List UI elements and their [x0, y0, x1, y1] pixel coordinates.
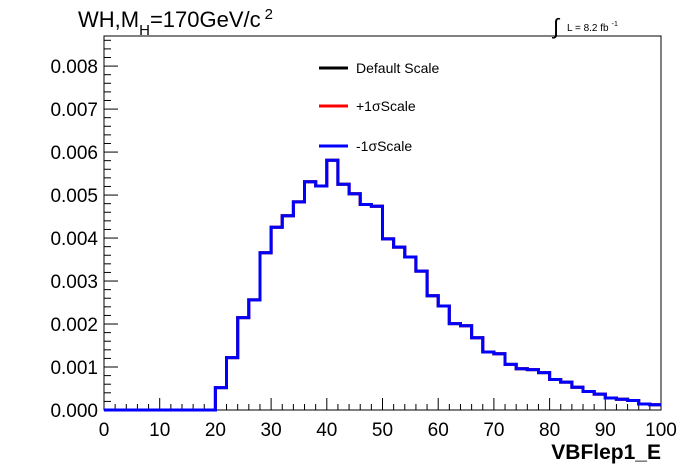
title-superscript: 2 — [265, 6, 273, 23]
lumi-superscript: -1 — [612, 21, 618, 28]
x-tick-label: 90 — [595, 420, 616, 441]
series-line — [104, 158, 661, 412]
y-tick-label: 0.001 — [50, 358, 98, 379]
series-line — [104, 158, 661, 412]
title-main-b: =170GeV/c — [150, 7, 261, 32]
x-tick-label: 60 — [428, 420, 449, 441]
legend: Default Scale +1σScale -1σScale — [319, 60, 439, 154]
y-tick-label: 0.004 — [50, 229, 98, 250]
x-tick-label: 20 — [205, 420, 226, 441]
x-tick-label: 50 — [372, 420, 393, 441]
x-tick-label: 70 — [483, 420, 504, 441]
lumi-integral-sign: ∫ — [551, 14, 561, 39]
y-tick-label: 0.000 — [50, 401, 98, 422]
x-axis-title: VBFlep1_E — [551, 441, 661, 464]
x-tick-label: 40 — [316, 420, 337, 441]
series-layer — [104, 158, 661, 412]
x-tick-label: 10 — [149, 420, 170, 441]
x-axis: 0 10 20 30 40 50 60 70 80 90 100 — [99, 398, 677, 441]
legend-label: -1σScale — [356, 138, 412, 154]
x-tick-label: 30 — [261, 420, 282, 441]
x-tick-label: 100 — [645, 420, 677, 441]
x-tick-label: 80 — [539, 420, 560, 441]
x-tick-label: 0 — [99, 420, 110, 441]
legend-label: +1σScale — [356, 98, 416, 114]
series-line — [104, 158, 661, 412]
y-tick-label: 0.002 — [50, 315, 98, 336]
y-axis: 0.000 0.001 0.002 0.003 0.004 0.005 0.006 0.007… — [50, 39, 118, 422]
y-tick-label: 0.007 — [50, 100, 98, 121]
y-tick-label: 0.006 — [50, 143, 98, 164]
title-subscript: H — [139, 22, 150, 39]
title-main-a: WH,M — [78, 7, 139, 32]
legend-label: Default Scale — [356, 60, 439, 76]
lumi-text: L = 8.2 fb — [567, 23, 609, 34]
chart-title: WH,MH=170GeV/c 2 — [78, 6, 273, 39]
y-tick-label: 0.003 — [50, 272, 98, 293]
y-tick-label: 0.008 — [50, 57, 98, 78]
y-tick-label: 0.005 — [50, 186, 98, 207]
lumi-label: L = 8.2 fb -1 — [567, 21, 618, 34]
